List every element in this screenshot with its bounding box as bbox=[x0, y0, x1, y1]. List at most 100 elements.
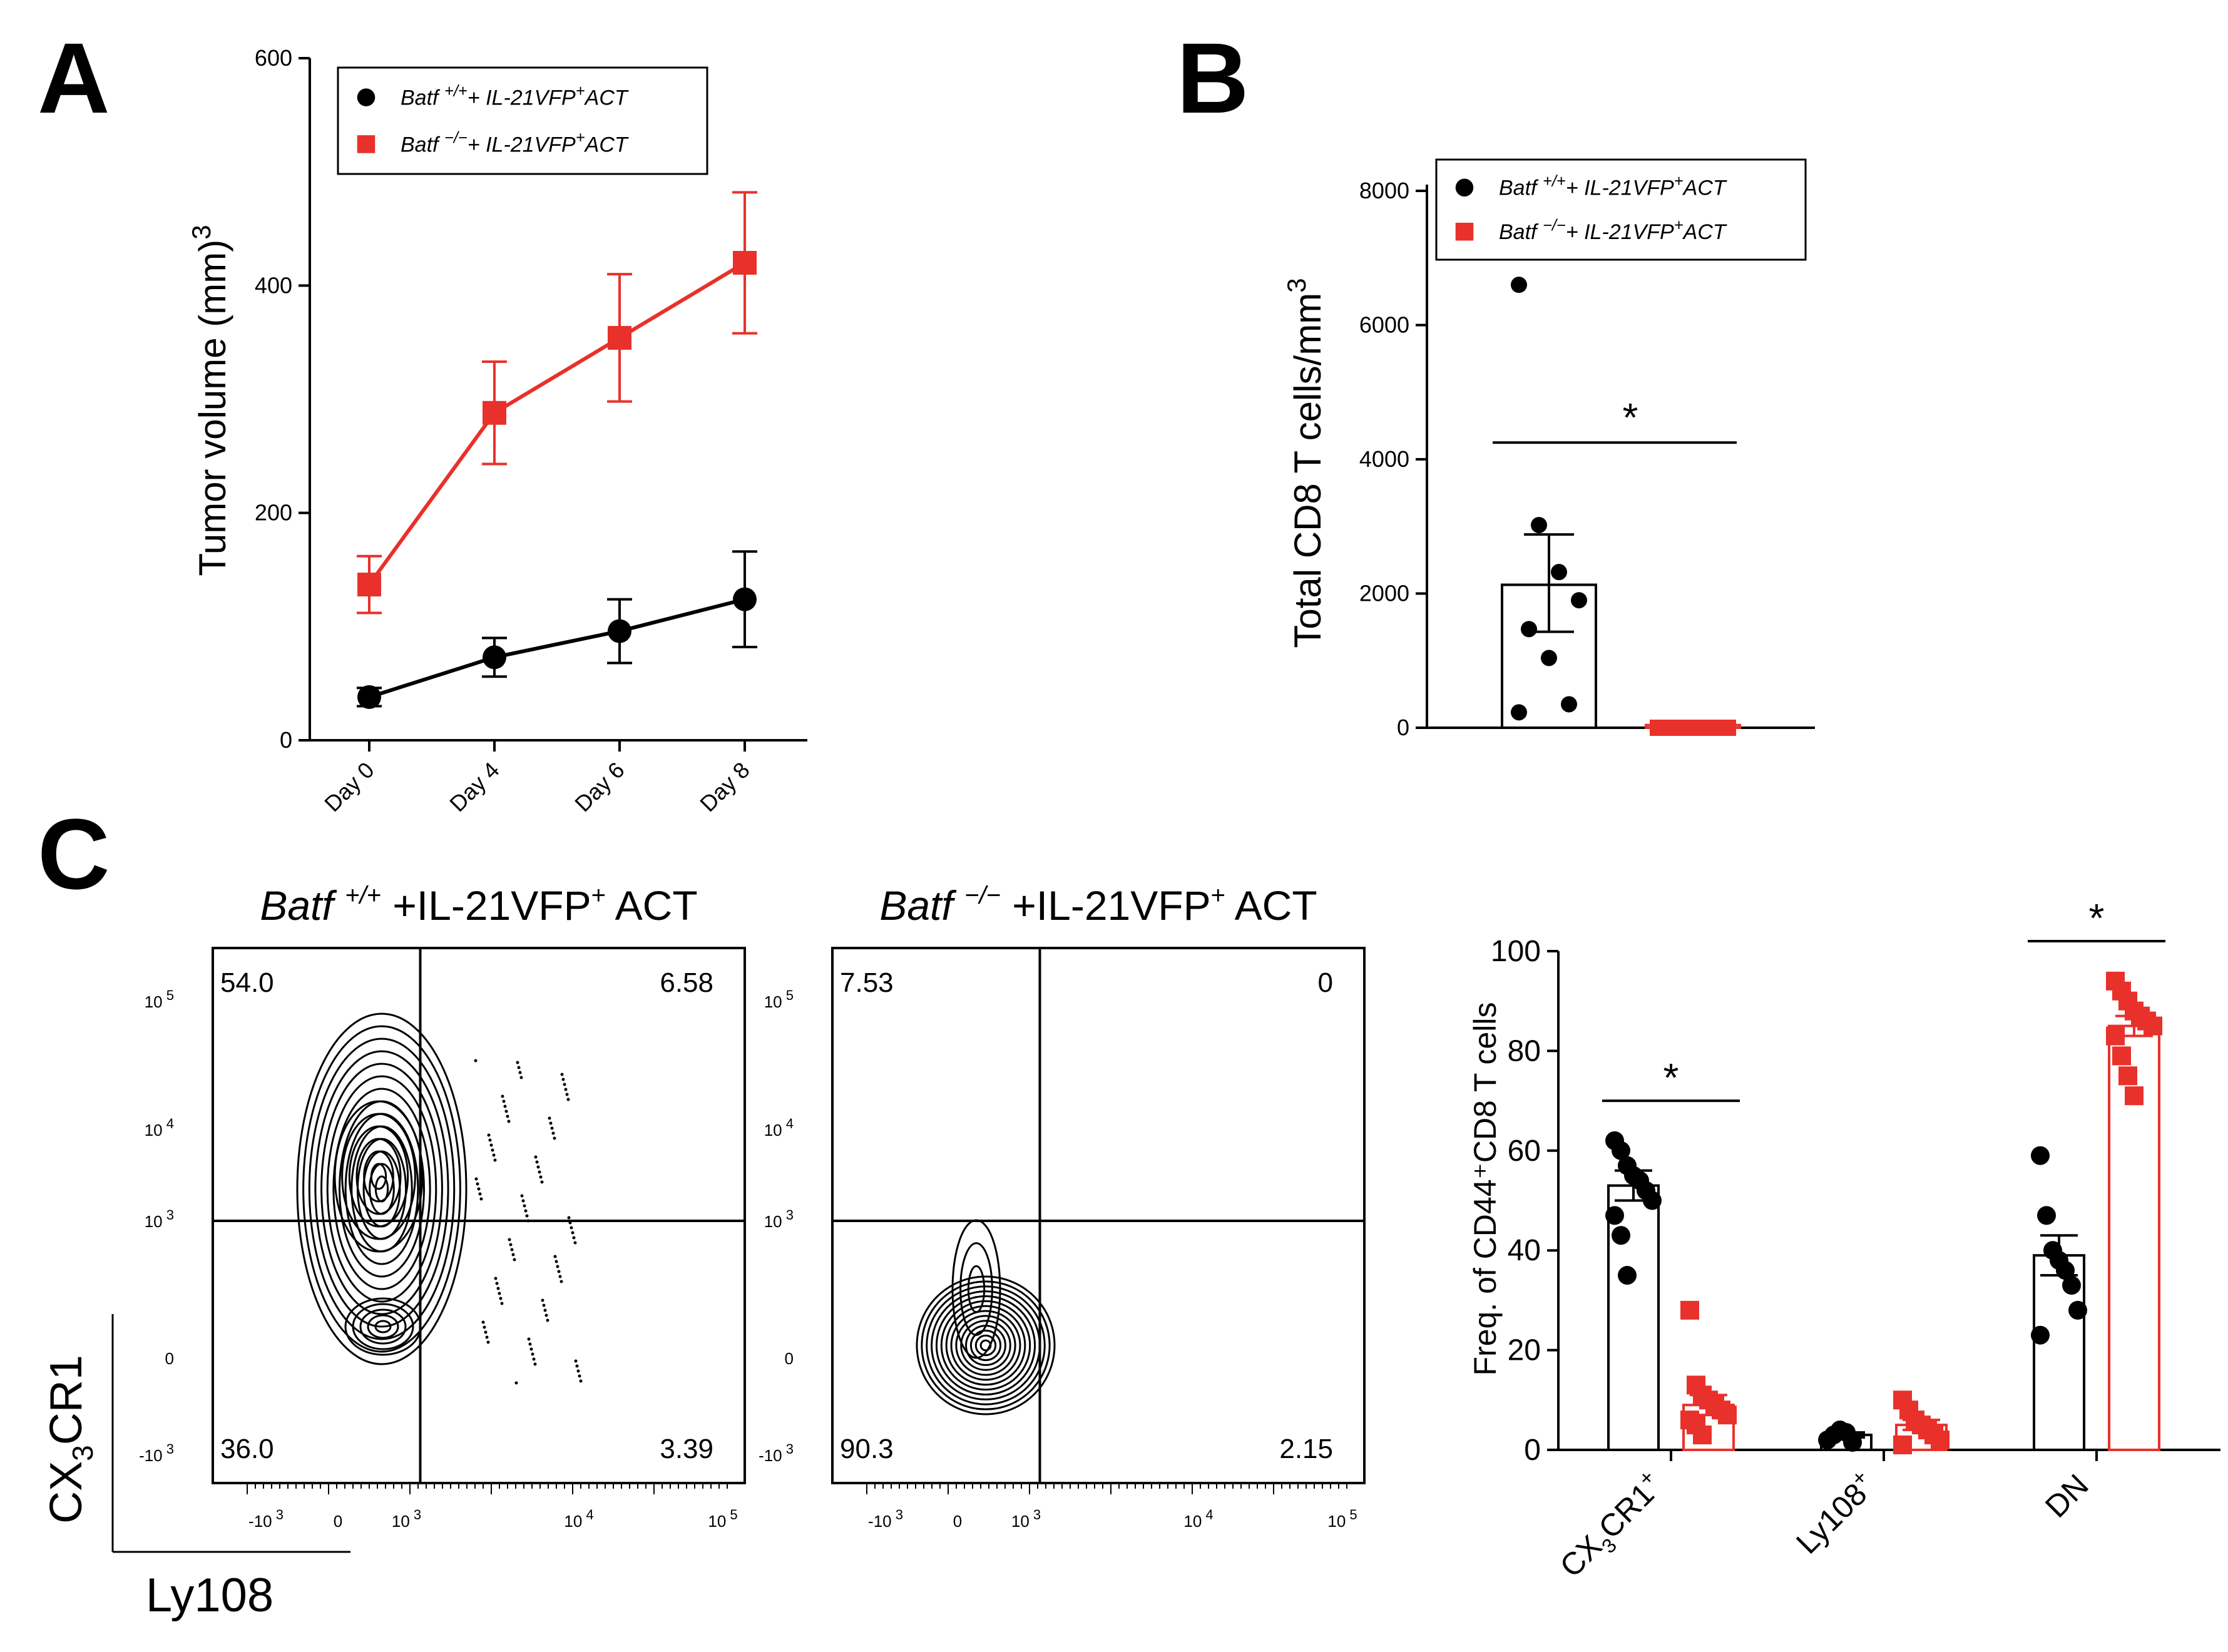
x-tick-label: 10 4 bbox=[1183, 1507, 1213, 1531]
y-tick-label: 10 3 bbox=[145, 1207, 174, 1231]
data-point-red bbox=[2106, 1026, 2125, 1046]
event-dot bbox=[518, 1071, 522, 1074]
x-tick-label: CX3CR1+ bbox=[1551, 1466, 1674, 1589]
data-point-black bbox=[1531, 517, 1547, 534]
y-tick-label: 10 5 bbox=[145, 987, 174, 1011]
y-tick-label: -10 3 bbox=[759, 1441, 794, 1465]
event-dot bbox=[561, 1078, 565, 1081]
data-point-black bbox=[1643, 1191, 1662, 1210]
series-line-black bbox=[369, 597, 745, 699]
x-tick-label: Day 4 bbox=[444, 757, 504, 817]
event-dot bbox=[553, 1255, 557, 1258]
event-dot bbox=[498, 1292, 501, 1295]
data-point-black bbox=[2068, 1300, 2087, 1320]
event-dot bbox=[560, 1073, 564, 1076]
density-contour bbox=[967, 1265, 986, 1313]
series-line-red bbox=[367, 261, 746, 586]
data-point-black bbox=[1571, 592, 1587, 609]
data-point-red bbox=[1720, 720, 1736, 736]
event-dot bbox=[571, 1231, 575, 1235]
tick-base: 10 bbox=[392, 1512, 410, 1531]
y-tick-label: -10 3 bbox=[139, 1441, 174, 1465]
y-tick-label: 4000 bbox=[1359, 446, 1409, 472]
significance-star: * bbox=[1623, 395, 1638, 440]
tick-base: 10 bbox=[1183, 1512, 1202, 1531]
data-point-black bbox=[1843, 1433, 1862, 1452]
density-contour bbox=[332, 1088, 431, 1290]
legend-genotype: +/+ bbox=[1543, 173, 1566, 190]
event-dot bbox=[493, 1158, 497, 1162]
x-tick-label: 10 5 bbox=[708, 1507, 737, 1531]
y-tick-label: 10 5 bbox=[764, 987, 794, 1011]
legend-act: ACT bbox=[584, 86, 629, 110]
quadrant-upper-left: 7.53 bbox=[840, 967, 894, 998]
data-point-red bbox=[2125, 1086, 2144, 1106]
data-point-red bbox=[733, 251, 757, 275]
panel-label-b: B bbox=[1177, 22, 1249, 134]
tick-exp: 3 bbox=[782, 1207, 794, 1223]
density-contour bbox=[969, 1329, 1002, 1362]
event-dot bbox=[564, 1088, 568, 1091]
y-axis-label-text: Tumor volume (mm) bbox=[192, 240, 233, 576]
y-tick-label: 10 4 bbox=[145, 1116, 174, 1140]
tick-exp: 4 bbox=[1202, 1507, 1213, 1522]
legend-genotype: −/− bbox=[1543, 217, 1566, 235]
plot-frame bbox=[831, 947, 1366, 1484]
legend-gene: Batf bbox=[1499, 176, 1543, 200]
tick-base: 10 bbox=[145, 1212, 163, 1231]
plot-frame bbox=[212, 947, 746, 1484]
event-dot bbox=[544, 1313, 548, 1317]
tick-exp: 3 bbox=[892, 1507, 903, 1522]
significance-star: * bbox=[2089, 895, 2105, 941]
quadrant-lower-right: 3.39 bbox=[660, 1434, 713, 1464]
event-dot bbox=[529, 1347, 533, 1351]
event-dot bbox=[489, 1143, 493, 1147]
bar-black bbox=[1607, 1184, 1660, 1451]
title-act: ACT bbox=[606, 882, 698, 929]
quadrant-upper-right: 6.58 bbox=[660, 967, 713, 998]
legend-plus: + bbox=[576, 83, 585, 100]
data-point-black bbox=[1612, 1141, 1630, 1160]
y-tick-label: 8000 bbox=[1359, 178, 1409, 203]
tick-base: 10 bbox=[764, 1212, 782, 1231]
event-dot bbox=[553, 1136, 556, 1140]
y-tick-label: 600 bbox=[255, 45, 292, 71]
y-tick-label: 0 bbox=[280, 727, 292, 753]
event-dot bbox=[488, 1138, 492, 1142]
data-point-black bbox=[2031, 1146, 2050, 1165]
density-contour bbox=[370, 1163, 387, 1190]
event-dot bbox=[525, 1214, 529, 1218]
data-point-red bbox=[2118, 1066, 2137, 1086]
data-point-black bbox=[2062, 1275, 2081, 1295]
y-tick-label: 2000 bbox=[1359, 581, 1409, 606]
y-tick-label: 60 bbox=[1508, 1134, 1541, 1168]
title-construct: +IL-21VFP bbox=[381, 882, 591, 929]
event-dot bbox=[521, 1199, 525, 1203]
legend-marker-black bbox=[1455, 178, 1474, 197]
event-dot bbox=[507, 1119, 511, 1123]
event-dot bbox=[510, 1248, 514, 1252]
tick-base: -10 bbox=[248, 1512, 272, 1531]
event-dot bbox=[573, 1241, 577, 1245]
event-dot bbox=[523, 1204, 526, 1208]
tick-base: 10 bbox=[1011, 1512, 1030, 1531]
data-point-red bbox=[1693, 1425, 1712, 1445]
quadrant-upper-left: 54.0 bbox=[220, 967, 274, 998]
tick-exp: 5 bbox=[782, 987, 794, 1003]
event-dot bbox=[474, 1177, 478, 1181]
legend-label-black: Batf +/++ IL-21VFP+ACT bbox=[1499, 173, 1727, 200]
event-dot bbox=[534, 1155, 538, 1159]
event-dot bbox=[520, 1194, 524, 1198]
data-point-black bbox=[733, 587, 757, 611]
event-dot bbox=[485, 1335, 489, 1339]
legend-label-red: Batf −/−+ IL-21VFP+ACT bbox=[1499, 217, 1727, 245]
event-dot bbox=[541, 1298, 544, 1302]
tick-base: 10 bbox=[145, 1121, 163, 1140]
event-dot bbox=[500, 1302, 504, 1305]
event-dot bbox=[563, 1083, 566, 1086]
data-point-black bbox=[1541, 650, 1557, 666]
event-dot bbox=[502, 1099, 506, 1103]
density-contour bbox=[955, 1315, 1016, 1376]
tick-base: 0 bbox=[165, 1349, 174, 1368]
